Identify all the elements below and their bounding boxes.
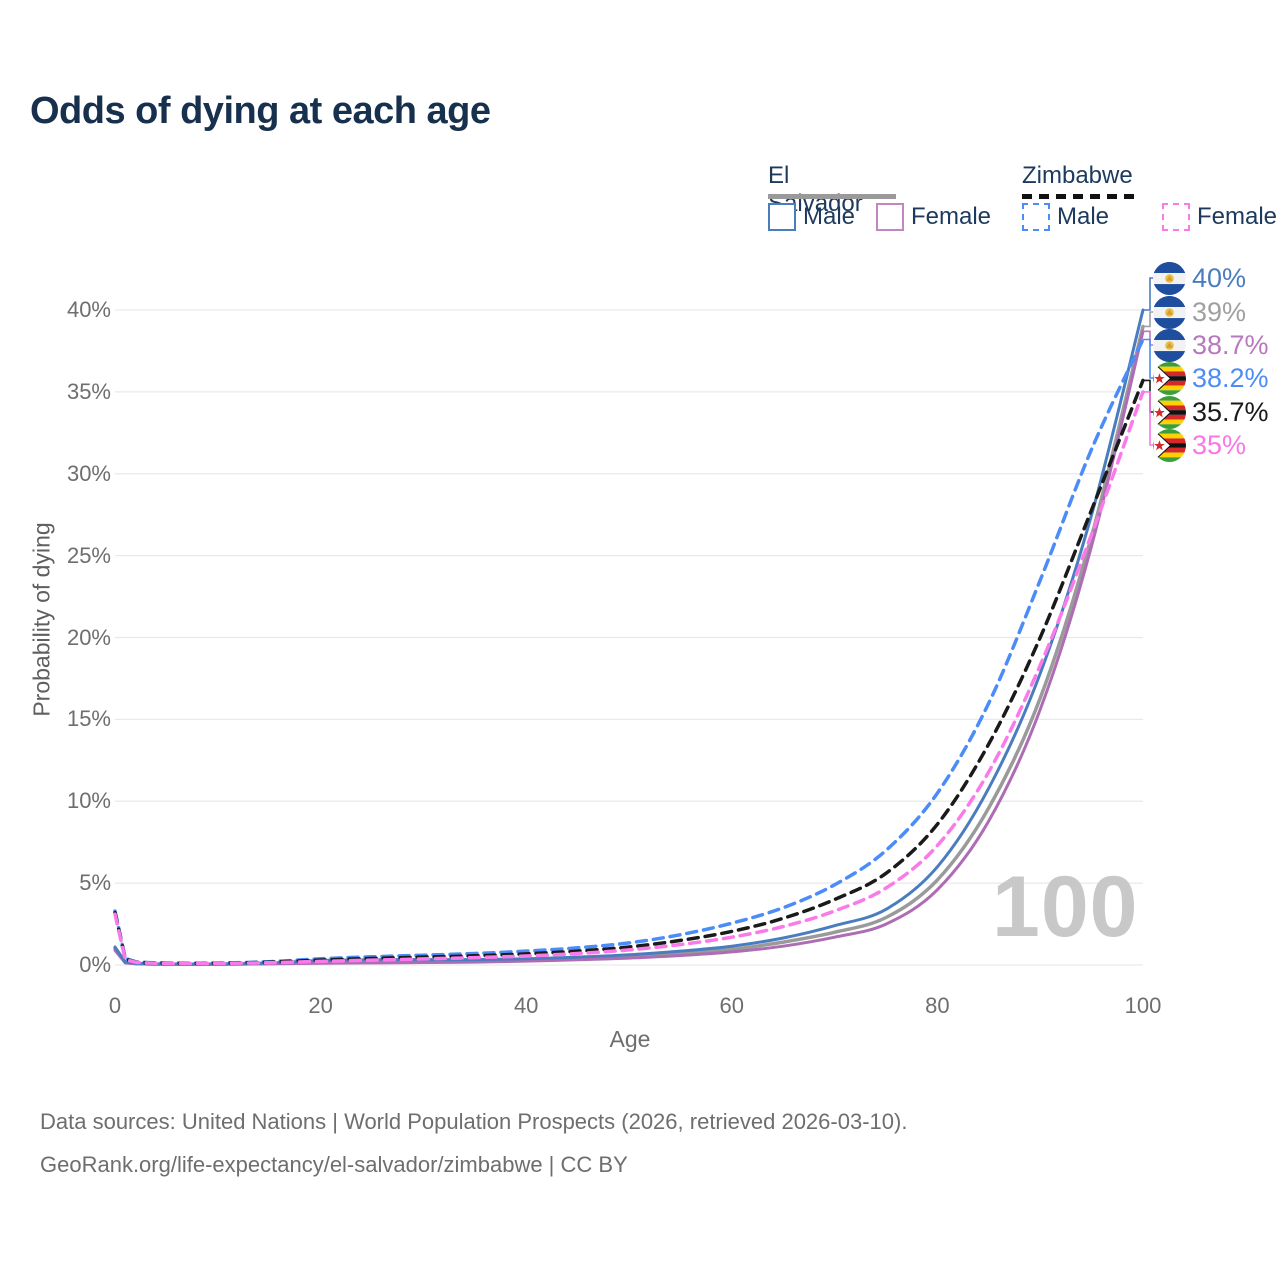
end-label-connector: [1143, 311, 1154, 328]
flag-icon-el-salvador: [1153, 296, 1186, 329]
end-label-connector: [1143, 391, 1154, 446]
chart-title: Odds of dying at each age: [30, 90, 491, 132]
legend-item-zimbabwe-female[interactable]: Female: [1162, 203, 1277, 231]
legend-linestyle-dashed: [1022, 194, 1140, 199]
legend-swatch: [876, 203, 904, 231]
legend-item-label: Male: [803, 203, 856, 230]
end-label-zimbabwe-male: 38.2%: [1192, 363, 1269, 393]
series-line-zimbabwe-male: [113, 337, 1145, 965]
flag-icon-el-salvador: [1153, 329, 1186, 362]
flag-icon-zimbabwe: [1153, 396, 1186, 429]
y-tick-35: 35%: [66, 378, 111, 404]
legend-item-el-salvador-female[interactable]: Female: [876, 203, 991, 231]
end-label-connector: [1143, 338, 1154, 379]
end-label-el-salvador-male: 40%: [1192, 263, 1247, 293]
x-tick-100: 100: [1124, 993, 1162, 1018]
watermark-age-100: 100: [992, 859, 1139, 955]
x-tick-0: 0: [108, 993, 122, 1018]
legend-item-label: Female: [1197, 203, 1278, 230]
x-tick-80: 80: [925, 993, 950, 1018]
y-axis-title: Probability of dying: [28, 522, 55, 717]
series-line-el-salvador: [113, 324, 1145, 967]
series-line-el-salvador-female: [113, 329, 1145, 966]
legend-swatch: [768, 203, 796, 231]
end-label-el-salvador: 39%: [1192, 297, 1247, 327]
y-tick-15: 15%: [66, 706, 111, 732]
flag-icon-zimbabwe: [1153, 429, 1186, 462]
legend-item-zimbabwe-male[interactable]: Male: [1022, 203, 1109, 231]
chart-canvas: [113, 277, 1154, 967]
x-tick-20: 20: [308, 993, 333, 1018]
flag-icon-zimbabwe: [1153, 362, 1186, 395]
y-tick-20: 20%: [66, 624, 111, 650]
legend-group-zimbabwe[interactable]: Zimbabwe: [1022, 162, 1133, 189]
end-label-connector: [1143, 277, 1154, 311]
y-tick-10: 10%: [66, 788, 111, 814]
end-label-zimbabwe: 35.7%: [1192, 397, 1269, 427]
legend-swatch: [1022, 203, 1050, 231]
y-tick-30: 30%: [66, 460, 111, 486]
legend-item-label: Male: [1057, 203, 1110, 230]
flag-icon-el-salvador: [1153, 262, 1186, 295]
footer-data-sources: Data sources: United Nations | World Pop…: [40, 1109, 908, 1134]
x-tick-60: 60: [719, 993, 745, 1018]
footer-attribution: GeoRank.org/life-expectancy/el-salvador/…: [40, 1152, 628, 1177]
y-tick-40: 40%: [66, 297, 111, 322]
y-tick-25: 25%: [66, 542, 111, 568]
footer: Data sources: United Nations | World Pop…: [40, 1100, 907, 1186]
end-label-el-salvador-female: 38.7%: [1192, 330, 1269, 360]
legend-linestyle-solid: [768, 194, 896, 199]
y-tick-0: 0%: [79, 952, 111, 977]
end-label-connector: [1143, 330, 1154, 346]
legend-swatch: [1162, 203, 1190, 231]
legend-item-label: Female: [911, 203, 992, 230]
legend-item-el-salvador-male[interactable]: Male: [768, 203, 855, 231]
series-line-zimbabwe: [113, 378, 1145, 966]
end-label-connector: [1143, 379, 1154, 413]
series-line-zimbabwe-female: [113, 390, 1145, 966]
x-axis-title: Age: [609, 1026, 651, 1052]
end-label-zimbabwe-female: 35%: [1192, 430, 1247, 460]
x-tick-40: 40: [513, 993, 539, 1018]
y-tick-5: 5%: [79, 870, 111, 896]
